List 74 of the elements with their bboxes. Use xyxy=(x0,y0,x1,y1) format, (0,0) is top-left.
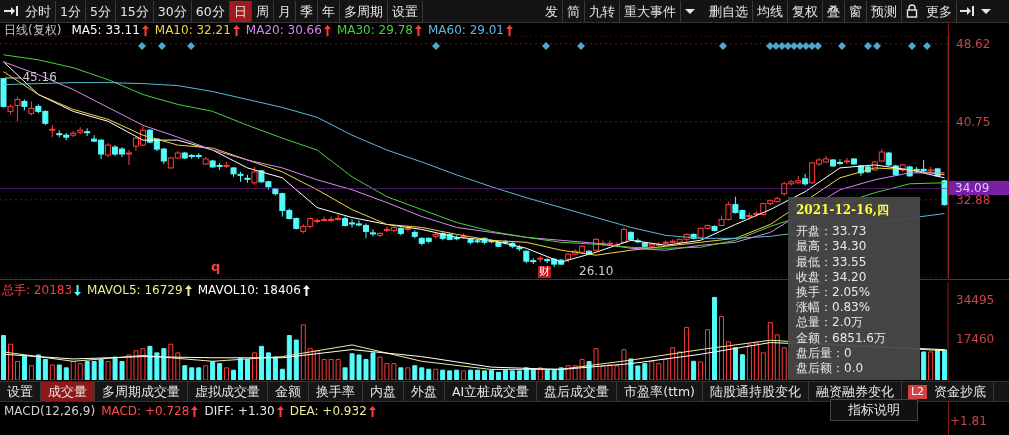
annotation: 26.10 xyxy=(579,264,614,278)
text: MA10: 32.21 xyxy=(154,23,231,37)
annotation: 2021-12-16,四 xyxy=(796,203,890,219)
text: 多周期成交量 xyxy=(95,382,188,401)
y-tick-label: 17460 xyxy=(956,332,995,347)
annotation: 日线(复权) xyxy=(4,21,62,39)
annotation: 换手：2.05% xyxy=(796,285,872,301)
text: MACD: +0.728 xyxy=(101,404,190,418)
text: MA60: 29.01 xyxy=(427,23,504,37)
ref-line-label: 34.09 xyxy=(949,180,1009,195)
text: 预测 xyxy=(867,0,902,22)
annotation: 涨幅：0.83% xyxy=(796,300,872,316)
text: 季 xyxy=(295,0,318,22)
text: 换手率 xyxy=(309,382,363,401)
y-tick-label: 48.62 xyxy=(956,37,991,51)
text: 15分 xyxy=(115,0,154,22)
text: 窗 xyxy=(845,0,867,22)
text: 叠 xyxy=(823,0,845,22)
text: 年 xyxy=(317,0,340,22)
annotation: 盘后额：0.0 xyxy=(796,361,865,377)
y-tick-label: 34495 xyxy=(956,292,995,307)
annotation: 总量：2.0万 xyxy=(796,315,865,331)
l2-badge: L2 xyxy=(908,384,928,399)
text: 设置 xyxy=(387,0,423,22)
text: 陆股通持股变化 xyxy=(702,382,809,401)
text: 重大事件 xyxy=(620,0,681,22)
text: MA5: 33.11 xyxy=(71,23,140,37)
text: 月 xyxy=(273,0,296,22)
text: 虚拟成交量 xyxy=(188,382,268,401)
text: 更多 xyxy=(922,0,957,22)
annotation: 金额：6851.6万 xyxy=(796,330,887,346)
text: 复权 xyxy=(788,0,823,22)
text: 简 xyxy=(563,0,585,22)
text: 金额 xyxy=(268,382,309,401)
text: 5分 xyxy=(85,0,116,22)
legend-label: 总手: 20183 xyxy=(2,281,73,299)
annotation: 开盘：33.73 xyxy=(796,224,868,240)
text: 设置 xyxy=(0,382,41,401)
text: 日 xyxy=(229,0,252,22)
text: MA30: 29.78 xyxy=(336,23,413,37)
text: 九转 xyxy=(585,0,620,22)
text: DEA: +0.932 xyxy=(289,404,367,418)
annotation: 盘后量：0 xyxy=(796,345,853,362)
text: 1分 xyxy=(56,0,86,22)
y-tick-label: 32.88 xyxy=(956,193,991,208)
annotation: q xyxy=(211,259,221,274)
text: 删自选 xyxy=(705,0,753,22)
text: 盘后成交量 xyxy=(537,382,618,401)
legend-label: MAVOL5: 16729 xyxy=(87,283,183,297)
y-tick-label: 40.75 xyxy=(956,115,991,130)
text: 内盘 xyxy=(363,382,404,401)
text: 资金抄底 xyxy=(927,382,995,401)
text: 成交量 xyxy=(41,382,95,401)
text: 多周期 xyxy=(339,0,388,22)
text: MA20: 30.66 xyxy=(245,23,322,37)
text: 周 xyxy=(251,0,274,22)
text: 均线 xyxy=(753,0,788,22)
annotation: 财 xyxy=(538,265,551,278)
legend-label: MAVOL10: 18406 xyxy=(197,283,301,297)
text: AI立桩成交量 xyxy=(445,382,538,401)
text: 60分 xyxy=(191,0,230,22)
text: MACD(12,26,9) xyxy=(4,404,96,418)
text: DIFF: +1.30 xyxy=(204,404,275,418)
text: 融资融券变化 xyxy=(808,382,902,401)
text: 市盈率(ttm) xyxy=(617,382,703,401)
text: 分时 xyxy=(21,0,56,22)
text: 发 xyxy=(541,0,563,22)
annotation: 最低：33.55 xyxy=(796,254,868,270)
text: 指标说明 xyxy=(830,399,918,421)
text: +1.81 xyxy=(950,414,987,428)
text: 外盘 xyxy=(404,382,445,401)
annotation: 收盘：34.20 xyxy=(796,269,868,286)
text: 30分 xyxy=(153,0,192,22)
annotation: 最高：34.30 xyxy=(796,239,868,255)
